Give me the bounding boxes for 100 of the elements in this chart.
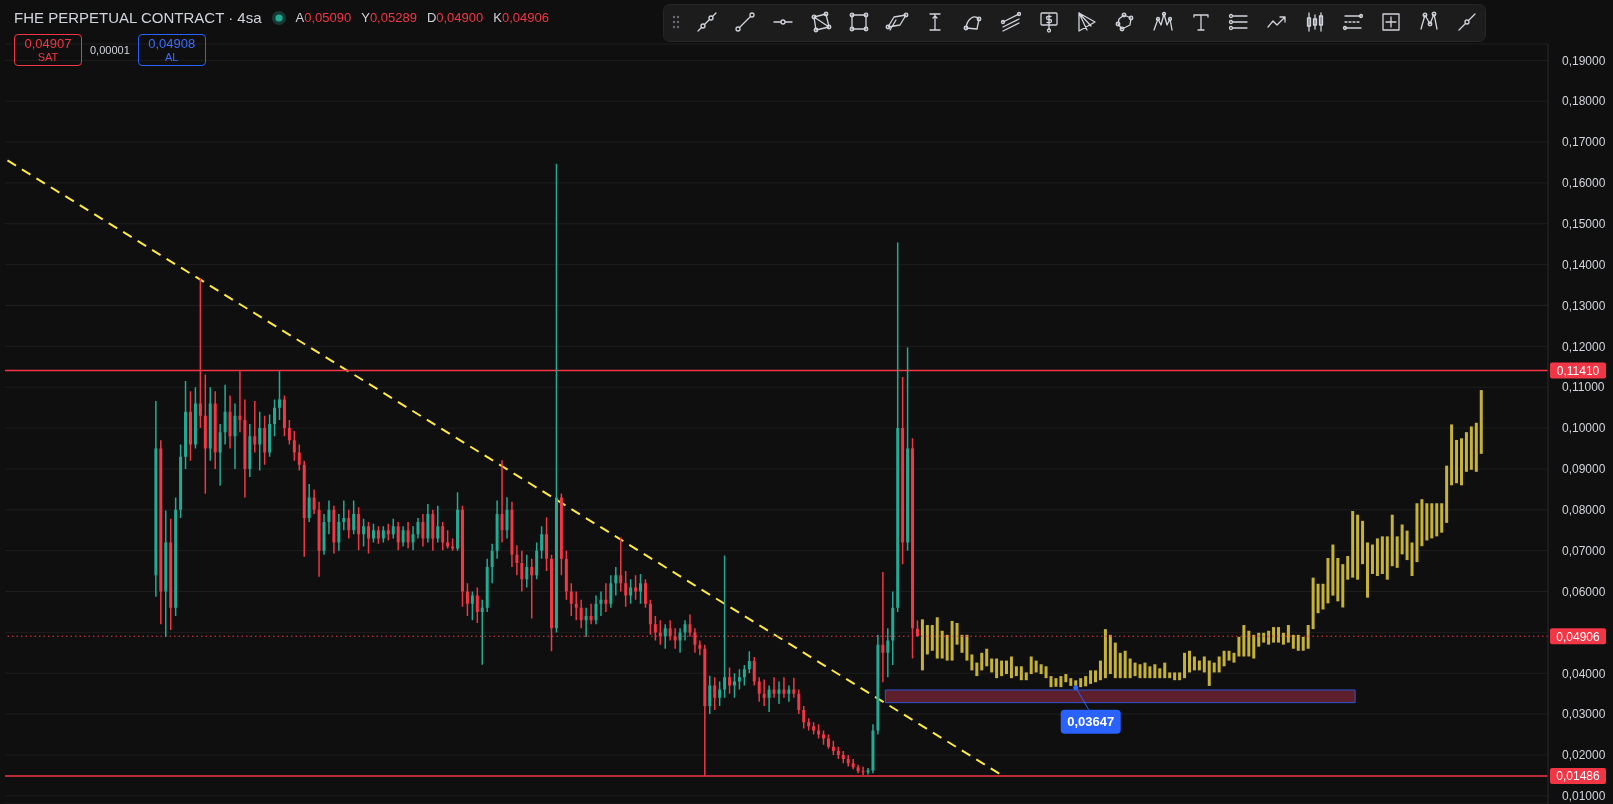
candlestick (179, 444, 183, 518)
bar (1262, 632, 1266, 643)
candlestick (342, 500, 346, 531)
bar (1227, 650, 1231, 661)
candlestick (490, 543, 494, 584)
bar (1464, 432, 1468, 472)
bar (985, 648, 989, 667)
bar (1084, 676, 1088, 687)
bar (1029, 656, 1033, 675)
bar (965, 634, 969, 661)
annotation: 0,04908 (148, 35, 196, 52)
candlestick (208, 387, 212, 461)
bar (1044, 666, 1048, 679)
candlestick (688, 614, 692, 637)
bar (980, 652, 984, 671)
candlestick (777, 681, 781, 704)
y-tick-label: 0,11000 (1562, 380, 1605, 395)
bar (950, 620, 954, 661)
bar (1128, 658, 1132, 679)
annotation: SAT (37, 51, 59, 64)
candlestick (253, 401, 257, 453)
bar (1366, 542, 1370, 598)
bar (1425, 503, 1429, 541)
y-tick-label: 0,10000 (1562, 421, 1606, 436)
bar (1069, 678, 1073, 686)
bar (1153, 664, 1157, 679)
candlestick (243, 399, 247, 498)
bar (1459, 438, 1463, 486)
candlestick (594, 595, 598, 625)
bar (1291, 634, 1295, 649)
y-tick-label: 0,17000 (1562, 135, 1606, 150)
candlestick (456, 492, 460, 551)
annotation: 0,00001 (90, 44, 130, 56)
bar (1039, 664, 1043, 675)
bar (1059, 676, 1063, 688)
candlestick (540, 526, 544, 559)
bar (1351, 511, 1355, 578)
bar (975, 662, 979, 677)
bar (1158, 668, 1162, 679)
candlestick (792, 677, 796, 698)
y-tick-label: 0,19000 (1562, 53, 1606, 68)
bar (995, 658, 999, 679)
bar (1405, 530, 1409, 561)
bar (1420, 499, 1424, 547)
candlestick (312, 489, 316, 514)
bar (1380, 536, 1384, 574)
bar (1306, 625, 1310, 649)
candlestick (411, 526, 415, 551)
candlestick (505, 497, 509, 539)
bar (1054, 678, 1058, 687)
candlestick (579, 599, 583, 629)
candlestick (757, 677, 761, 702)
bar (1277, 627, 1280, 643)
candlestick (851, 759, 855, 770)
candlestick (485, 558, 489, 612)
ref-line-label: 0,11410 (1556, 363, 1600, 378)
bar (945, 634, 949, 661)
bar (1173, 672, 1177, 681)
bar (1143, 662, 1147, 679)
candlestick (436, 505, 440, 543)
candlestick (510, 501, 514, 568)
y-tick-label: 0,16000 (1562, 176, 1606, 191)
bar (1202, 656, 1206, 673)
bar (1178, 672, 1182, 681)
candlestick (525, 554, 529, 588)
annotation: AL (165, 51, 179, 64)
candlestick (589, 603, 593, 625)
candlestick (500, 460, 504, 543)
candlestick (614, 567, 618, 596)
candlestick (599, 591, 603, 617)
bar (1455, 439, 1459, 484)
bar (1019, 666, 1023, 681)
bar (1064, 674, 1068, 683)
candlestick (307, 484, 311, 523)
bar (935, 617, 939, 659)
bar (1336, 558, 1340, 602)
candlestick (169, 518, 173, 630)
bar (1192, 656, 1196, 671)
candlestick (421, 513, 425, 547)
candlestick (856, 764, 860, 774)
buy-button: 0,04908 AL (137, 34, 206, 66)
bar (1049, 676, 1053, 688)
annotation: 0,04907 (24, 35, 72, 52)
y-tick-label: 0,15000 (1562, 217, 1606, 232)
bar (1346, 555, 1350, 580)
candlestick (609, 575, 613, 608)
bar (1361, 520, 1365, 565)
text: A0,05090 (295, 10, 352, 25)
bar (1257, 632, 1261, 647)
candlestick (604, 583, 608, 612)
bar (1079, 678, 1083, 688)
candlestick (520, 550, 524, 592)
bar (1435, 503, 1439, 537)
candlestick (668, 620, 672, 641)
candlestick (322, 513, 326, 555)
bar (1356, 514, 1360, 580)
bar (1390, 514, 1394, 567)
y-tick-label: 0,02000 (1562, 748, 1606, 763)
y-tick-label: 0,01000 (1562, 789, 1606, 804)
candlestick (871, 724, 875, 774)
